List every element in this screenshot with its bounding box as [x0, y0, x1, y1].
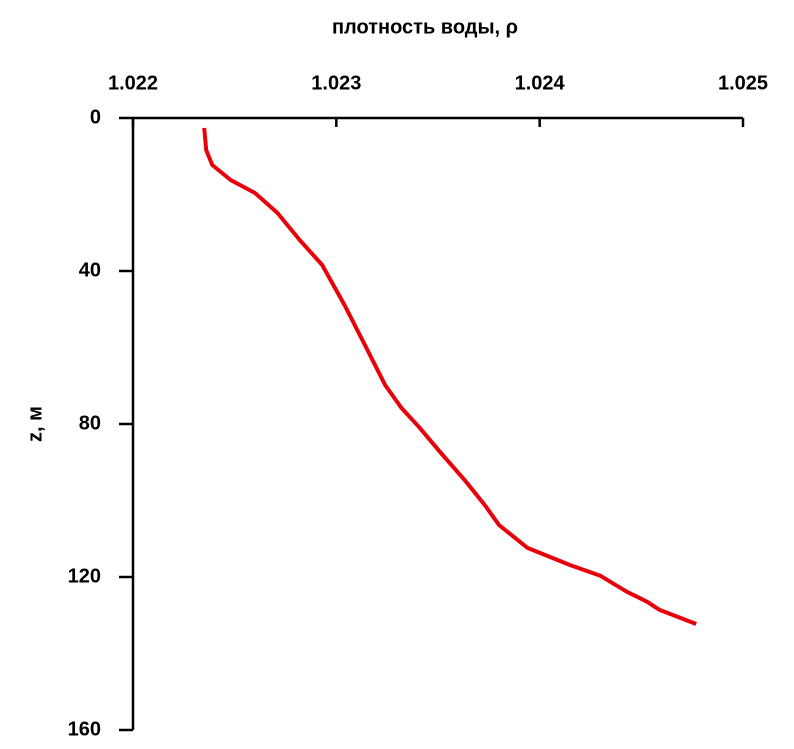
- x-tick-label: 1.023: [311, 72, 361, 94]
- chart-title: плотность воды, ρ: [332, 16, 518, 38]
- y-tick-label: 40: [79, 259, 101, 281]
- x-tick-label: 1.022: [108, 72, 158, 94]
- y-tick-label: 0: [90, 106, 101, 128]
- y-tick-label: 120: [68, 565, 101, 587]
- x-tick-label: 1.025: [718, 72, 768, 94]
- y-axis-label: z, м: [24, 406, 46, 442]
- x-tick-label: 1.024: [515, 72, 566, 94]
- data-line: [202, 127, 697, 626]
- y-tick-label: 80: [79, 412, 101, 434]
- y-tick-label: 160: [68, 718, 101, 740]
